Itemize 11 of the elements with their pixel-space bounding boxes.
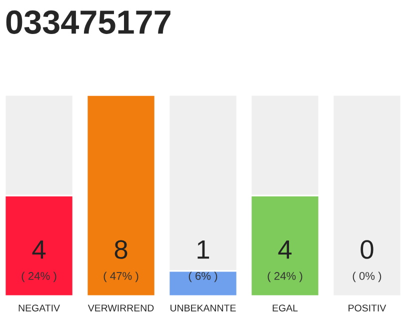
x-tick-label: NEGATIV bbox=[18, 304, 60, 312]
data-label: 0 ( 0% ) bbox=[352, 240, 382, 282]
data-label: 8 ( 47% ) bbox=[104, 240, 138, 282]
x-tick-label: EGAL bbox=[272, 304, 298, 312]
x-tick-label: POSITIV bbox=[348, 304, 386, 312]
x-tick-label: VERWIRREND bbox=[88, 304, 154, 312]
data-label: 1 ( 6% ) bbox=[188, 240, 218, 282]
x-tick-label: UNBEKANNTE bbox=[170, 304, 236, 312]
data-label: 4 ( 24% ) bbox=[22, 240, 56, 282]
chart-title: 033475177 bbox=[6, 10, 170, 34]
data-label: 4 ( 24% ) bbox=[268, 240, 302, 282]
